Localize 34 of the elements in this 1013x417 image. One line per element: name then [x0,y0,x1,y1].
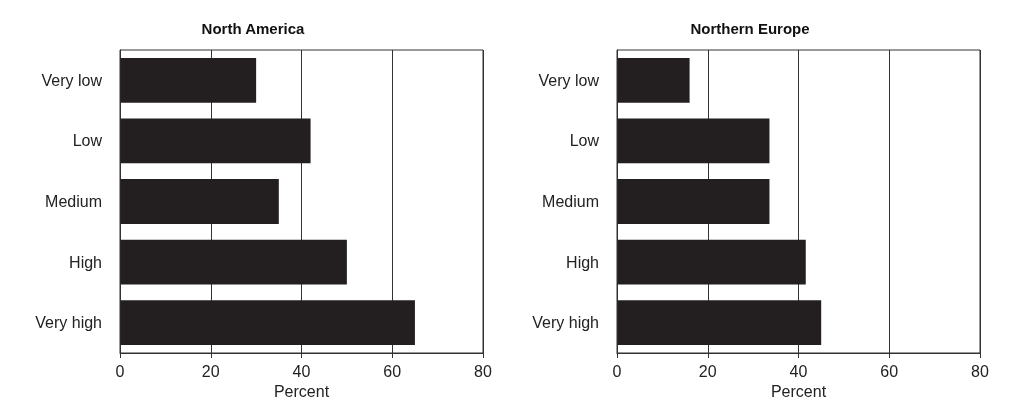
x-tick-label: 80 [474,362,492,380]
bar [617,118,770,164]
bar [120,57,257,103]
y-tick-label: Very high [532,314,599,332]
chart-title: Northern Europe [690,20,810,37]
y-tick-label: Very low [538,71,600,89]
y-tick-label: Low [72,132,103,150]
y-tick-label: High [69,253,102,271]
chart-title: North America [201,20,306,37]
x-axis-title: Percent [273,383,330,401]
x-tick-label: 0 [115,362,125,380]
x-tick-label: 20 [698,362,717,380]
bar [617,239,806,285]
y-tick-label: Low [569,132,600,150]
x-tick-label: 40 [292,362,311,380]
x-tick-label: 60 [880,362,899,380]
bar [617,179,770,224]
y-tick-label: Medium [542,193,599,210]
x-tick-label: 40 [789,362,808,380]
x-tick-label: 0 [612,362,622,380]
y-tick-label: Medium [45,193,102,210]
y-tick-label: High [566,253,599,271]
bar [617,57,690,103]
bar [617,300,822,346]
x-tick-label: 60 [383,362,402,380]
y-tick-label: Very low [41,71,103,89]
bar [120,179,279,224]
x-axis-title: Percent [770,383,827,401]
x-tick-label: 20 [201,362,220,380]
y-tick-label: Very high [35,314,102,332]
bar [120,239,347,285]
bar [120,300,415,346]
x-tick-label: 80 [971,362,989,380]
bar [120,118,311,164]
